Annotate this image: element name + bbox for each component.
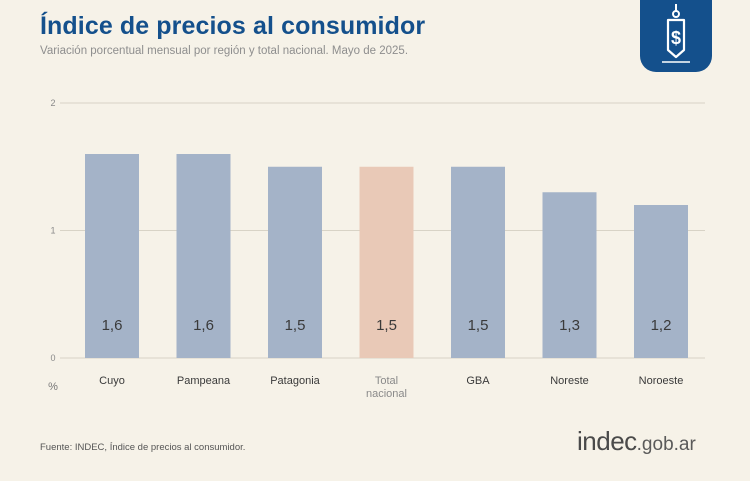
- svg-text:$: $: [671, 28, 681, 48]
- data-label: 1,6: [102, 317, 123, 334]
- category-label: Noroeste: [639, 375, 684, 387]
- price-tag-dollar-icon: $: [662, 4, 690, 63]
- price-tag-badge: $: [640, 0, 712, 72]
- indec-logo[interactable]: indec.gob.ar: [577, 426, 696, 457]
- data-label: 1,5: [285, 317, 306, 334]
- bar[interactable]: [85, 154, 139, 358]
- data-label: 1,5: [468, 317, 489, 334]
- bar-chart: 0 1 2% 1,6 Cuyo 1,6 Pampeana 1,5 Patagonia 1,5 Tot…: [48, 98, 705, 400]
- bar[interactable]: [176, 154, 231, 358]
- category-label: GBA: [466, 375, 490, 387]
- data-label: 1,3: [559, 317, 580, 334]
- data-label: 1,2: [651, 317, 672, 334]
- category-label: Pampeana: [177, 375, 231, 387]
- y-axis-label: %: [48, 381, 58, 393]
- chart-title: Índice de precios al consumidor: [40, 12, 426, 40]
- bar[interactable]: [268, 166, 322, 358]
- category-label: Patagonia: [270, 375, 320, 387]
- bar[interactable]: [542, 192, 597, 358]
- source-note: Fuente: INDEC, Índice de precios al cons…: [40, 442, 246, 453]
- category-label: Cuyo: [99, 375, 125, 387]
- y-tick-label: 1: [50, 226, 55, 236]
- bar[interactable]: [359, 166, 414, 358]
- logo-suffix: .gob.ar: [636, 434, 696, 455]
- data-label: 1,5: [376, 317, 397, 334]
- y-tick-label: 0: [50, 353, 55, 363]
- category-label: Noreste: [550, 375, 589, 387]
- logo-main: indec: [577, 426, 637, 456]
- bar[interactable]: [634, 205, 688, 358]
- chart-subtitle: Variación porcentual mensual por región …: [40, 45, 409, 57]
- bar[interactable]: [451, 166, 505, 358]
- category-label: Total nacional: [366, 375, 407, 400]
- y-tick-label: 2: [50, 98, 55, 108]
- data-label: 1,6: [193, 317, 214, 334]
